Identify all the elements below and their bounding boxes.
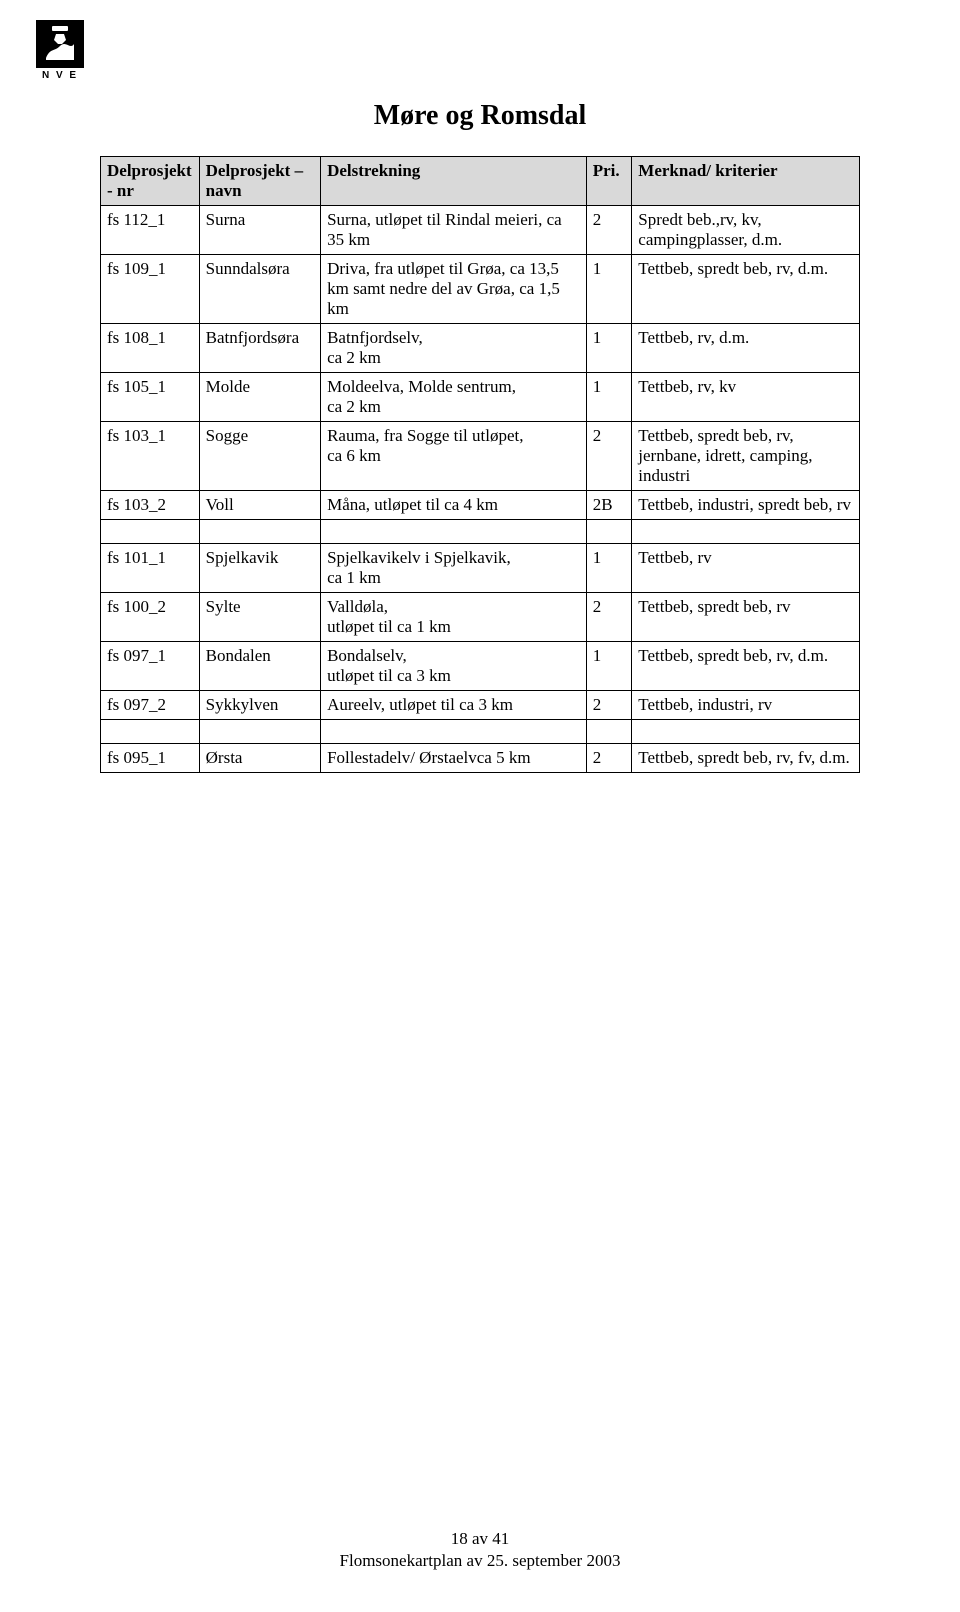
table-row: fs 109_1SunndalsøraDriva, fra utløpet ti…	[101, 255, 860, 324]
col-header-pri: Pri.	[586, 157, 632, 206]
cell-navn: Bondalen	[199, 642, 320, 691]
cell-merk: Tettbeb, spredt beb, rv, d.m.	[632, 255, 860, 324]
cell-merk: Tettbeb, industri, rv	[632, 691, 860, 720]
cell-del: Driva, fra utløpet til Grøa, ca 13,5 km …	[321, 255, 587, 324]
cell-pri: 2B	[586, 491, 632, 520]
cell-nr: fs 109_1	[101, 255, 200, 324]
cell-pri: 2	[586, 593, 632, 642]
cell-nr: fs 103_2	[101, 491, 200, 520]
cell-del: Rauma, fra Sogge til utløpet,ca 6 km	[321, 422, 587, 491]
table-row: fs 100_2SylteValldøla,utløpet til ca 1 k…	[101, 593, 860, 642]
cell-del: Måna, utløpet til ca 4 km	[321, 491, 587, 520]
table-spacer-row	[101, 520, 860, 544]
spacer-cell	[101, 520, 200, 544]
cell-navn: Ørsta	[199, 744, 320, 773]
cell-nr: fs 101_1	[101, 544, 200, 593]
cell-merk: Spredt beb.,rv, kv, campingplasser, d.m.	[632, 206, 860, 255]
cell-del: Valldøla,utløpet til ca 1 km	[321, 593, 587, 642]
cell-nr: fs 103_1	[101, 422, 200, 491]
cell-pri: 2	[586, 691, 632, 720]
footer-page-num: 18 av 41	[0, 1528, 960, 1550]
cell-nr: fs 105_1	[101, 373, 200, 422]
cell-pri: 2	[586, 422, 632, 491]
table-spacer-row	[101, 720, 860, 744]
spacer-cell	[586, 720, 632, 744]
cell-pri: 1	[586, 324, 632, 373]
spacer-cell	[321, 520, 587, 544]
cell-pri: 1	[586, 642, 632, 691]
data-table: Delprosjekt - nr Delprosjekt – navn Dels…	[100, 156, 860, 773]
cell-merk: Tettbeb, spredt beb, rv, fv, d.m.	[632, 744, 860, 773]
cell-del: Batnfjordselv,ca 2 km	[321, 324, 587, 373]
table-row: fs 095_1ØrstaFollestadelv/ Ørstaelvca 5 …	[101, 744, 860, 773]
col-header-nr: Delprosjekt - nr	[101, 157, 200, 206]
table-row: fs 103_1SoggeRauma, fra Sogge til utløpe…	[101, 422, 860, 491]
cell-pri: 2	[586, 206, 632, 255]
cell-navn: Sylte	[199, 593, 320, 642]
table-row: fs 097_2SykkylvenAureelv, utløpet til ca…	[101, 691, 860, 720]
table-header-row: Delprosjekt - nr Delprosjekt – navn Dels…	[101, 157, 860, 206]
table-row: fs 103_2VollMåna, utløpet til ca 4 km2BT…	[101, 491, 860, 520]
cell-navn: Sogge	[199, 422, 320, 491]
page-footer: 18 av 41 Flomsonekartplan av 25. septemb…	[0, 1528, 960, 1572]
col-header-del: Delstrekning	[321, 157, 587, 206]
cell-merk: Tettbeb, rv, kv	[632, 373, 860, 422]
cell-nr: fs 108_1	[101, 324, 200, 373]
cell-nr: fs 095_1	[101, 744, 200, 773]
spacer-cell	[632, 720, 860, 744]
spacer-cell	[199, 720, 320, 744]
cell-del: Aureelv, utløpet til ca 3 km	[321, 691, 587, 720]
col-header-merk: Merknad/ kriterier	[632, 157, 860, 206]
spacer-cell	[586, 520, 632, 544]
spacer-cell	[321, 720, 587, 744]
cell-del: Surna, utløpet til Rindal meieri, ca 35 …	[321, 206, 587, 255]
cell-navn: Surna	[199, 206, 320, 255]
cell-del: Spjelkavikelv i Spjelkavik,ca 1 km	[321, 544, 587, 593]
table-row: fs 105_1MoldeMoldeelva, Molde sentrum,ca…	[101, 373, 860, 422]
cell-pri: 2	[586, 744, 632, 773]
spacer-cell	[632, 520, 860, 544]
page-title: Møre og Romsdal	[100, 100, 860, 132]
cell-navn: Spjelkavik	[199, 544, 320, 593]
col-header-navn: Delprosjekt – navn	[199, 157, 320, 206]
cell-navn: Sunndalsøra	[199, 255, 320, 324]
cell-merk: Tettbeb, spredt beb, rv	[632, 593, 860, 642]
cell-merk: Tettbeb, spredt beb, rv, jernbane, idret…	[632, 422, 860, 491]
cell-pri: 1	[586, 373, 632, 422]
cell-merk: Tettbeb, industri, spredt beb, rv	[632, 491, 860, 520]
spacer-cell	[199, 520, 320, 544]
cell-navn: Sykkylven	[199, 691, 320, 720]
cell-pri: 1	[586, 255, 632, 324]
table-row: fs 101_1SpjelkavikSpjelkavikelv i Spjelk…	[101, 544, 860, 593]
table-row: fs 108_1BatnfjordsøraBatnfjordselv,ca 2 …	[101, 324, 860, 373]
cell-merk: Tettbeb, spredt beb, rv, d.m.	[632, 642, 860, 691]
cell-del: Follestadelv/ Ørstaelvca 5 km	[321, 744, 587, 773]
cell-navn: Batnfjordsøra	[199, 324, 320, 373]
logo-text: N V E	[30, 70, 90, 81]
cell-nr: fs 097_2	[101, 691, 200, 720]
nve-logo-icon	[36, 20, 84, 68]
cell-nr: fs 112_1	[101, 206, 200, 255]
cell-del: Bondalselv,utløpet til ca 3 km	[321, 642, 587, 691]
cell-navn: Molde	[199, 373, 320, 422]
cell-nr: fs 097_1	[101, 642, 200, 691]
cell-merk: Tettbeb, rv, d.m.	[632, 324, 860, 373]
cell-merk: Tettbeb, rv	[632, 544, 860, 593]
cell-pri: 1	[586, 544, 632, 593]
cell-navn: Voll	[199, 491, 320, 520]
table-row: fs 112_1SurnaSurna, utløpet til Rindal m…	[101, 206, 860, 255]
page: N V E Møre og Romsdal Delprosjekt - nr D…	[0, 0, 960, 1612]
cell-nr: fs 100_2	[101, 593, 200, 642]
spacer-cell	[101, 720, 200, 744]
logo-block: N V E	[30, 20, 90, 81]
cell-del: Moldeelva, Molde sentrum,ca 2 km	[321, 373, 587, 422]
footer-doc-title: Flomsonekartplan av 25. september 2003	[0, 1550, 960, 1572]
table-row: fs 097_1BondalenBondalselv,utløpet til c…	[101, 642, 860, 691]
